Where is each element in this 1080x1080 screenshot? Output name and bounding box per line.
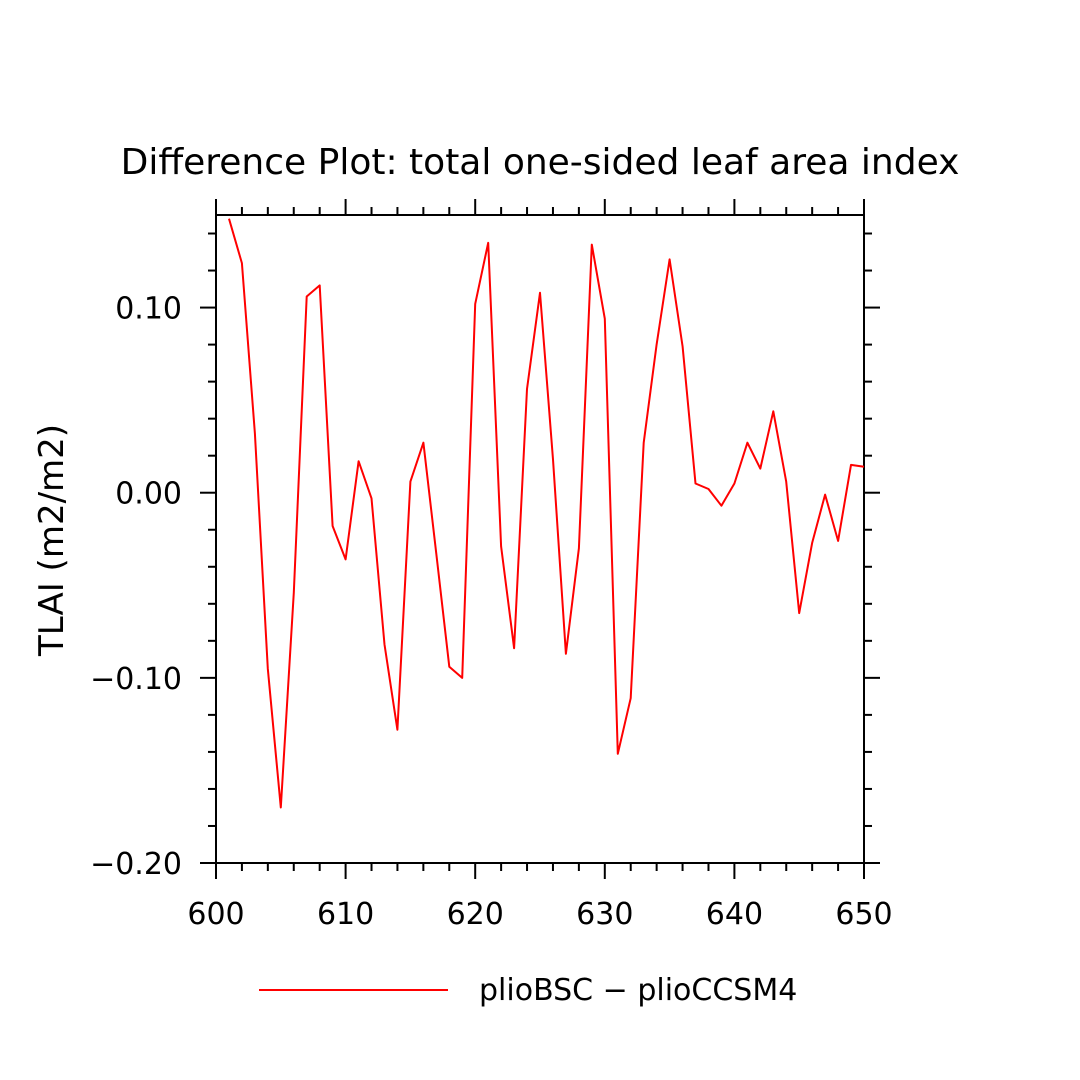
legend-label: plioBSC − plioCCSM4: [479, 973, 797, 1008]
plot-frame: [215, 214, 865, 864]
chart-title: Difference Plot: total one-sided leaf ar…: [121, 142, 960, 183]
x-tick-label: 610: [317, 897, 374, 932]
x-tick-label: 650: [835, 897, 892, 932]
series-line-pliobsc-minus-pliocccsm4: [228, 218, 865, 809]
axis-tick-labels: 600 610 620 630 640 650 −0.20 −0.10 0.00 0.10: [90, 292, 893, 932]
y-tick-label: −0.10: [90, 662, 182, 697]
x-tick-label: 620: [447, 897, 504, 932]
y-axis-label-group: TLAI (m2/m2): [32, 424, 72, 657]
y-axis-label: TLAI (m2/m2): [32, 424, 72, 657]
y-tick-label: 0.10: [115, 292, 182, 327]
y-tick-label: 0.00: [115, 477, 182, 512]
axis-ticks: [200, 199, 880, 879]
x-tick-label: 640: [706, 897, 763, 932]
x-tick-label: 630: [576, 897, 633, 932]
y-tick-label: −0.20: [90, 847, 182, 882]
legend: plioBSC − plioCCSM4: [259, 973, 797, 1008]
x-tick-label: 600: [187, 897, 244, 932]
